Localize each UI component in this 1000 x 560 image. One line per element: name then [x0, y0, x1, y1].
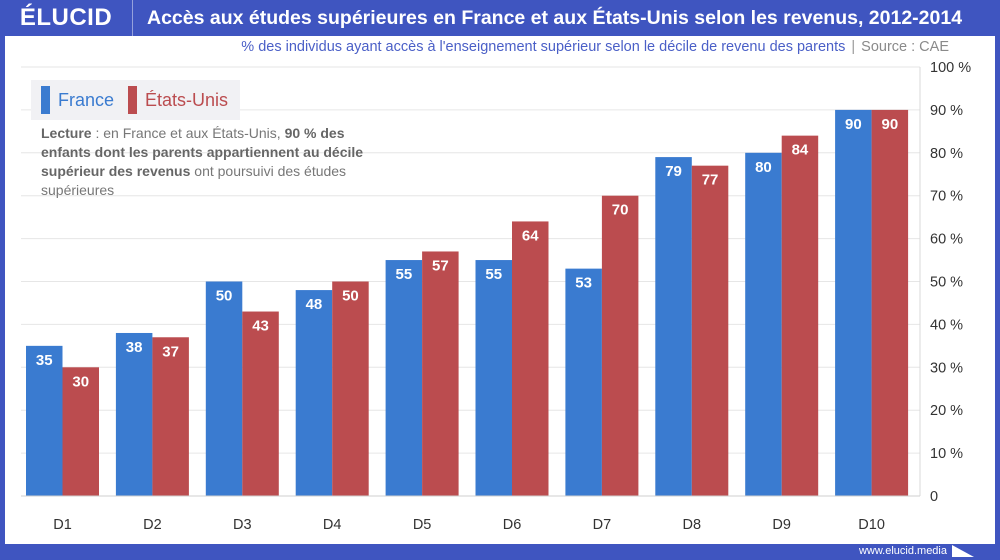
- bar-value-label: 50: [342, 288, 359, 305]
- note-lead: Lecture: [41, 125, 92, 141]
- bar-value-label: 57: [432, 257, 449, 274]
- bar-france: [205, 281, 243, 496]
- x-category-label: D8: [683, 517, 702, 533]
- legend-item-france: France: [41, 86, 114, 114]
- y-tick-label: 50 %: [930, 275, 963, 291]
- x-category-label: D7: [593, 517, 612, 533]
- legend-swatch-usa: [128, 86, 138, 114]
- bar-france: [26, 345, 63, 496]
- bar-france: [745, 152, 782, 497]
- bar-value-label: 50: [216, 288, 233, 305]
- bar-value-label: 80: [755, 159, 772, 176]
- note-text-1: : en France et aux États-Unis,: [91, 125, 285, 141]
- header: ÉLUCID Accès aux études supérieures en F…: [0, 0, 1000, 36]
- y-tick-label: 80 %: [930, 146, 963, 162]
- bar-value-label: 43: [252, 318, 269, 335]
- x-category-label: D6: [503, 517, 522, 533]
- bar-usa: [871, 109, 909, 497]
- chart-subtitle: % des individus ayant accès à l'enseigne…: [241, 39, 949, 55]
- y-tick-label: 40 %: [930, 317, 963, 333]
- source-label: Source : CAE: [861, 39, 949, 55]
- x-category-label: D1: [53, 517, 72, 533]
- y-tick-label: 10 %: [930, 446, 963, 462]
- bar-value-label: 55: [396, 266, 413, 283]
- bar-usa: [62, 367, 99, 496]
- bar-value-label: 38: [126, 339, 143, 356]
- bar-france: [475, 260, 512, 496]
- bar-france: [295, 290, 333, 496]
- bar-usa: [422, 251, 459, 496]
- bar-usa: [242, 311, 279, 496]
- bar-chart: 0 10 % 20 % 30 % 40 % 50 % 60 % 70 % 80 % 90 % 100…: [21, 60, 971, 533]
- y-tick-label: 20 %: [930, 403, 963, 419]
- brand-logo[interactable]: ÉLUCID: [0, 0, 133, 36]
- subtitle-separator: |: [851, 39, 856, 55]
- legend-item-usa: États-Unis: [128, 86, 228, 114]
- bar-value-label: 64: [522, 227, 539, 244]
- reading-note: Lecture : en France et aux États-Unis, 9…: [41, 124, 386, 200]
- y-tick-label: 0: [930, 489, 938, 505]
- bar-usa: [512, 221, 549, 496]
- x-category-label: D4: [323, 517, 342, 533]
- x-category-label: D9: [772, 517, 791, 533]
- bar-value-label: 48: [306, 296, 323, 313]
- bar-value-label: 90: [845, 116, 862, 133]
- bar-usa: [781, 135, 819, 496]
- y-tick-label: 100 %: [930, 60, 971, 76]
- y-tick-label: 70 %: [930, 189, 963, 205]
- legend-swatch-france: [41, 86, 50, 114]
- bar-france: [565, 268, 602, 496]
- bar-usa: [691, 165, 729, 497]
- note-bold: 90 % des enfants dont les parents appart…: [41, 125, 364, 179]
- bar-value-label: 35: [36, 352, 53, 369]
- footer: www.elucid.media: [859, 545, 974, 557]
- legend-label-france: France: [58, 89, 115, 110]
- chart-title: Accès aux études supérieures en France e…: [147, 6, 963, 29]
- bar-france: [115, 332, 153, 496]
- bar-france: [655, 157, 692, 496]
- bar-usa: [152, 337, 189, 496]
- bar-value-label: 79: [665, 163, 682, 180]
- y-tick-label: 30 %: [930, 360, 963, 376]
- x-category-label: D3: [233, 517, 252, 533]
- bar-usa: [601, 195, 639, 496]
- website-link[interactable]: www.elucid.media: [858, 545, 947, 557]
- subtitle-text: % des individus ayant accès à l'enseigne…: [241, 39, 846, 55]
- bar-value-label: 55: [485, 266, 502, 283]
- x-category-label: D5: [413, 517, 432, 533]
- bar-value-label: 37: [162, 343, 179, 360]
- x-category-label: D10: [858, 517, 885, 533]
- y-tick-label: 60 %: [930, 232, 963, 248]
- bar-value-label: 77: [702, 172, 719, 189]
- legend-label-usa: États-Unis: [145, 89, 229, 110]
- bar-france: [385, 260, 423, 496]
- bar-value-label: 53: [575, 275, 592, 292]
- bar-value-label: 30: [72, 373, 89, 390]
- y-tick-label: 90 %: [930, 103, 963, 119]
- chart-panel: 0 10 % 20 % 30 % 40 % 50 % 60 % 70 % 80 % 90 % 100…: [5, 36, 995, 544]
- legend: France États-Unis: [31, 80, 241, 120]
- bar-usa: [332, 281, 369, 496]
- bar-value-label: 70: [612, 202, 629, 219]
- note-text-2: ont poursuivi des études supérieures: [41, 163, 347, 198]
- bar-value-label: 90: [882, 116, 899, 133]
- bar-france: [835, 109, 872, 497]
- brand-flag-icon: [952, 545, 974, 557]
- x-category-label: D2: [143, 517, 162, 533]
- bar-value-label: 84: [792, 142, 809, 159]
